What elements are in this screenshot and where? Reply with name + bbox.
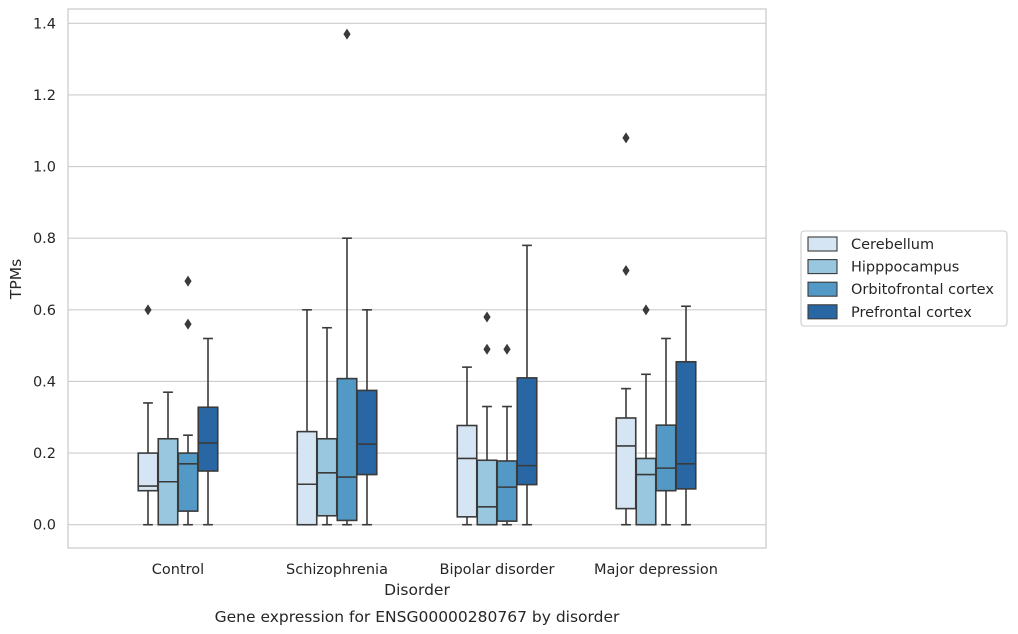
box — [456, 424, 478, 518]
outlier-point — [622, 264, 630, 276]
x-tick-label: Bipolar disorder — [440, 562, 555, 578]
box — [635, 457, 657, 526]
x-axis-title: Disorder — [384, 581, 450, 599]
outlier-point — [483, 343, 491, 355]
chart-caption: Gene expression for ENSG00000280767 by d… — [215, 608, 620, 626]
y-tick-label: 0.2 — [33, 446, 56, 462]
legend-label: Prefrontal cortex — [851, 305, 972, 321]
series-cerebellum — [137, 132, 637, 526]
box — [356, 389, 378, 476]
box — [655, 424, 677, 492]
y-tick-label: 0.6 — [33, 303, 56, 319]
series-hipppocampus — [157, 304, 657, 526]
outlier-point — [483, 311, 491, 323]
legend-label: Hipppocampus — [851, 260, 959, 276]
y-tick-label: 0.0 — [33, 518, 56, 534]
outlier-point — [642, 304, 650, 316]
box — [336, 377, 358, 522]
series-orbitofrontal-cortex — [177, 28, 677, 526]
plot-frame — [67, 8, 767, 549]
box — [496, 460, 518, 522]
x-axis-ticks: Control Schizophrenia Bipolar disorder Majo… — [152, 562, 718, 578]
x-tick-label: Control — [152, 562, 204, 578]
y-tick-label: 1.0 — [33, 160, 56, 176]
legend-label: Orbitofrontal cortex — [851, 282, 994, 298]
y-axis-ticks: 0.0 0.2 0.4 0.6 0.8 1.0 1.2 1.4 — [33, 16, 56, 533]
legend: Cerebellum Hipppocampus Orbitofrontal cort… — [800, 230, 1008, 327]
box — [615, 417, 637, 510]
series-prefrontal-cortex — [197, 244, 697, 526]
x-tick-label: Major depression — [594, 562, 718, 578]
legend-swatch — [807, 236, 838, 252]
y-tick-label: 1.4 — [33, 16, 56, 32]
box-series — [137, 28, 697, 526]
box — [675, 360, 697, 490]
y-tick-label: 0.4 — [33, 374, 56, 390]
legend-swatch — [807, 304, 838, 320]
legend-label: Cerebellum — [851, 237, 934, 253]
box — [177, 452, 199, 512]
legend-swatch — [807, 281, 838, 297]
y-axis-title: TPMs — [7, 259, 25, 300]
box — [197, 406, 219, 472]
outlier-point — [503, 343, 511, 355]
legend-box — [800, 230, 1008, 327]
outlier-point — [184, 275, 192, 287]
outlier-point — [184, 318, 192, 330]
legend-swatch — [807, 259, 838, 275]
x-tick-label: Schizophrenia — [286, 562, 388, 578]
y-tick-label: 1.2 — [33, 88, 56, 104]
outlier-point — [622, 132, 630, 144]
box — [137, 452, 159, 492]
box — [516, 377, 538, 486]
outlier-point — [144, 304, 152, 316]
outlier-point — [343, 28, 351, 40]
box — [476, 459, 498, 526]
box — [316, 437, 338, 517]
y-tick-label: 0.8 — [33, 231, 56, 247]
box — [296, 430, 318, 526]
